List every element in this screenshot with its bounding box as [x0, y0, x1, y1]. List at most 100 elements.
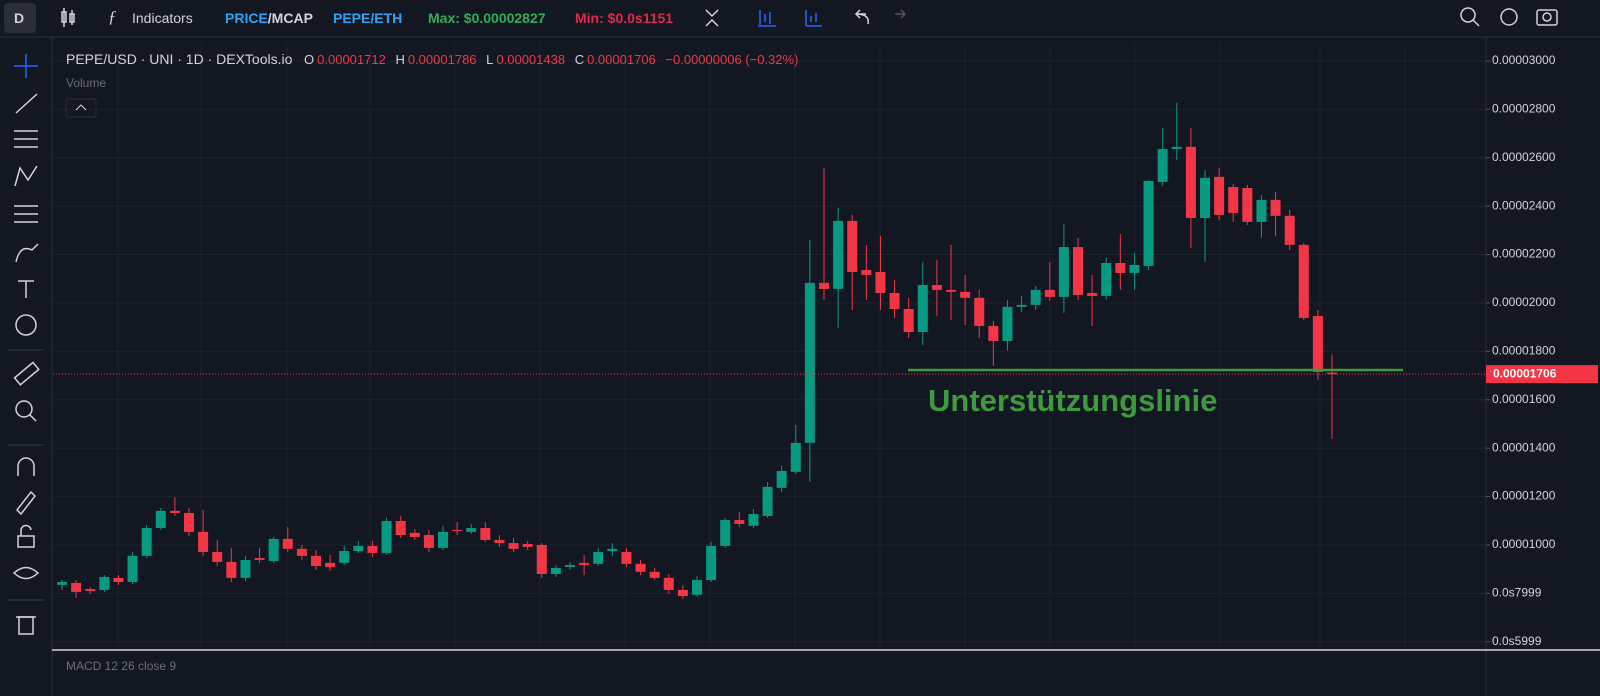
- candle-body: [889, 293, 900, 310]
- candle-body: [452, 529, 463, 531]
- candle-body: [1030, 289, 1041, 305]
- undo-icon[interactable]: [854, 9, 869, 25]
- indicators-button[interactable]: Indicators: [132, 10, 193, 26]
- ruler-icon[interactable]: [13, 361, 40, 386]
- prediction-icon[interactable]: [14, 205, 38, 223]
- crosshair-icon[interactable]: [14, 54, 38, 78]
- candle-body: [169, 510, 180, 514]
- candle-body: [1143, 180, 1154, 266]
- candle-body: [282, 538, 293, 549]
- candle-body: [99, 576, 110, 590]
- candle-body: [804, 282, 815, 443]
- emoji-icon[interactable]: [15, 314, 37, 336]
- candle-body: [593, 551, 604, 564]
- eye-icon[interactable]: [12, 566, 40, 580]
- candle-body: [1101, 263, 1112, 296]
- candle-body: [931, 285, 942, 290]
- candle-body: [649, 571, 660, 578]
- price-mcap-toggle[interactable]: PRICE/MCAP: [225, 10, 313, 26]
- compare-icon[interactable]: [705, 9, 719, 27]
- alert-icon[interactable]: [1460, 7, 1480, 27]
- candle-body: [325, 562, 336, 567]
- candle-body: [254, 558, 265, 560]
- candle-body: [974, 297, 985, 326]
- symbol-button-bg[interactable]: [4, 3, 36, 33]
- change: −0.00000006 (−0.32%): [665, 52, 799, 67]
- candle-body: [339, 551, 350, 563]
- toolbar-icons: [61, 7, 1558, 27]
- ohlc-value: 0.00001712: [317, 52, 386, 67]
- ohlc-key: H: [395, 52, 405, 67]
- bars-icon-2[interactable]: [805, 10, 822, 27]
- candle-body: [875, 271, 886, 294]
- redo-icon[interactable]: [895, 9, 907, 19]
- y-tick-label: 0.00001000: [1492, 537, 1556, 551]
- candle-body: [663, 577, 674, 590]
- lock-draw-icon[interactable]: [16, 490, 36, 516]
- brush-icon[interactable]: [15, 243, 39, 263]
- candle-body: [353, 545, 364, 552]
- ohlc-key: O: [304, 52, 315, 67]
- pair-eth-toggle[interactable]: PEPE/ETH: [333, 10, 403, 26]
- chart-title: PEPE/USD · UNI · 1D · DEXTools.io: [66, 51, 293, 67]
- ohlc-value: 0.00001438: [496, 52, 566, 67]
- candle-body: [734, 520, 745, 524]
- candle-body: [1312, 316, 1323, 372]
- candle-body: [776, 470, 787, 488]
- candle-body: [85, 589, 96, 591]
- candle-body: [946, 289, 956, 292]
- last-price-box: [1486, 365, 1598, 384]
- candle-body: [381, 521, 392, 553]
- candle-body: [113, 577, 124, 582]
- candle-body: [240, 559, 251, 578]
- settings-icon[interactable]: [1500, 8, 1518, 26]
- candle-body: [1171, 146, 1182, 150]
- candle-body: [1284, 215, 1295, 245]
- bars-icon[interactable]: [758, 10, 776, 27]
- candle-body: [1298, 244, 1309, 318]
- volume-indicator[interactable]: Volume: [66, 76, 107, 90]
- unlock-icon[interactable]: [17, 524, 35, 548]
- mcap-toggle[interactable]: /MCAP: [267, 10, 313, 26]
- candle-body: [212, 551, 223, 562]
- candle-body: [1058, 247, 1069, 297]
- trash-icon[interactable]: [16, 616, 36, 635]
- camera-icon[interactable]: [1536, 9, 1558, 26]
- candle-body: [409, 532, 420, 537]
- candle-body: [988, 325, 999, 341]
- candle-body: [720, 520, 731, 546]
- candle-body: [706, 545, 717, 581]
- fib-icon[interactable]: [14, 130, 38, 148]
- trendline-icon[interactable]: [15, 93, 38, 114]
- candle-body: [438, 531, 448, 548]
- text-icon[interactable]: [18, 280, 34, 298]
- candle-body: [466, 528, 477, 532]
- candle-body: [1327, 372, 1337, 375]
- zoom-icon[interactable]: [15, 400, 37, 422]
- candle-body: [762, 486, 773, 516]
- candle-body: [1200, 177, 1210, 219]
- price-axis: 0.00003000 0.00002800 0.00002600 0.00002400…: [1486, 53, 1598, 648]
- candle-body: [677, 589, 688, 597]
- price-toggle[interactable]: PRICE: [225, 10, 268, 26]
- candle-body: [311, 555, 321, 567]
- y-tick-label: 0.00002000: [1492, 295, 1556, 309]
- y-tick-label: 0.00001200: [1492, 489, 1556, 503]
- candle-body: [1270, 199, 1281, 216]
- candle-body: [1185, 146, 1196, 219]
- magnet-icon[interactable]: [17, 457, 35, 476]
- candle-body: [1073, 247, 1083, 295]
- ohlc-key: C: [574, 52, 585, 67]
- candle-body: [819, 282, 829, 289]
- symbol-button[interactable]: D: [14, 10, 25, 26]
- collapse-button[interactable]: [65, 98, 97, 118]
- annotation-text: Unterstützungslinie: [928, 383, 1217, 418]
- y-tick-label: 0.00002800: [1492, 102, 1556, 116]
- macd-indicator[interactable]: MACD 12 26 close 9: [66, 659, 177, 673]
- pattern-icon[interactable]: [14, 165, 38, 187]
- candle-body: [621, 551, 632, 564]
- candle-type-icon[interactable]: [61, 8, 75, 27]
- candle-body: [1044, 289, 1055, 297]
